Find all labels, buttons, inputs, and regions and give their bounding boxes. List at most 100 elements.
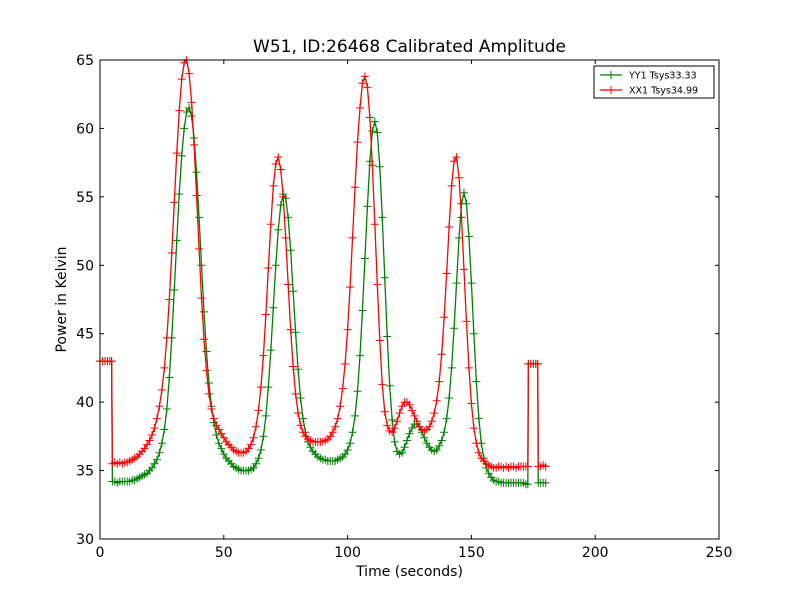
data-point [523, 480, 532, 489]
data-point [435, 377, 444, 386]
data-point [370, 117, 379, 126]
data-point [375, 162, 384, 171]
data-point [251, 422, 260, 431]
data-point [306, 443, 315, 452]
x-tick-label: 50 [215, 545, 233, 561]
data-point [212, 430, 221, 439]
data-point [140, 444, 149, 453]
legend-label: XX1 Tsys34.99 [629, 86, 698, 97]
data-point [276, 165, 285, 174]
data-point [435, 441, 444, 450]
data-point [452, 153, 461, 162]
data-point [407, 406, 416, 415]
data-point [202, 366, 211, 375]
x-tick-label: 150 [458, 545, 485, 561]
legend-marker [607, 86, 615, 94]
data-point [360, 72, 369, 81]
data-point [199, 307, 208, 316]
data-point [447, 181, 456, 190]
data-point [291, 328, 300, 337]
data-point [462, 317, 471, 326]
data-point [204, 378, 213, 387]
y-tick-label: 55 [76, 190, 94, 206]
data-point [160, 363, 169, 372]
data-point [383, 332, 392, 341]
data-point [474, 414, 483, 423]
data-point [291, 389, 300, 398]
data-point [353, 138, 362, 147]
data-point [274, 153, 283, 162]
data-point [341, 359, 350, 368]
legend-label: YY1 Tsys33.33 [628, 71, 697, 82]
data-point [204, 389, 213, 398]
ticks-layer: 0 50 100 150 200 250 30 35 40 45 50 55 60 65 [76, 53, 732, 561]
data-point [269, 181, 278, 190]
data-point [286, 246, 295, 255]
data-point [261, 310, 270, 319]
data-point [445, 394, 454, 403]
data-point [182, 108, 191, 117]
data-point [370, 220, 379, 229]
data-point [157, 439, 166, 448]
data-point [264, 264, 273, 273]
data-point [152, 414, 161, 423]
data-point [207, 404, 216, 413]
data-point [405, 400, 414, 409]
data-point [533, 359, 542, 368]
data-point [271, 261, 280, 270]
data-point [261, 411, 270, 420]
data-point [162, 333, 171, 342]
data-point [390, 424, 399, 433]
data-point [385, 381, 394, 390]
data-point [373, 280, 382, 289]
data-point [351, 183, 360, 192]
x-axis-label: Time (seconds) [355, 564, 463, 580]
data-point [378, 380, 387, 389]
data-point [442, 414, 451, 423]
y-tick-label: 45 [76, 327, 94, 343]
data-point [405, 429, 414, 438]
data-point [388, 428, 397, 437]
data-point [296, 394, 305, 403]
data-point [467, 399, 476, 408]
data-point [289, 287, 298, 296]
data-point [455, 233, 464, 242]
data-point [284, 213, 293, 222]
data-point [214, 439, 223, 448]
data-point [266, 220, 275, 229]
data-point [214, 425, 223, 434]
data-point [373, 128, 382, 137]
data-point [150, 459, 159, 468]
data-point [368, 161, 377, 170]
data-point [442, 269, 451, 278]
data-point [380, 407, 389, 416]
series-1 [96, 103, 550, 489]
data-point [294, 365, 303, 374]
data-point [336, 402, 345, 411]
data-point [274, 225, 283, 234]
y-tick-label: 30 [76, 532, 94, 548]
data-point [355, 103, 364, 112]
data-point [452, 279, 461, 288]
data-point [249, 463, 258, 472]
data-point [484, 469, 493, 478]
data-point [195, 213, 204, 222]
data-point [284, 280, 293, 289]
x-tick-label: 250 [706, 545, 733, 561]
data-point [383, 421, 392, 430]
data-point [217, 429, 226, 438]
data-point [170, 198, 179, 207]
data-point [437, 436, 446, 445]
data-point [450, 324, 459, 333]
data-point [353, 387, 362, 396]
data-point [160, 425, 169, 434]
data-point [541, 462, 550, 471]
x-tick-label: 100 [334, 545, 361, 561]
data-point [289, 362, 298, 371]
data-point [162, 404, 171, 413]
data-point [455, 173, 464, 182]
data-point [197, 261, 206, 270]
data-point [281, 233, 290, 242]
